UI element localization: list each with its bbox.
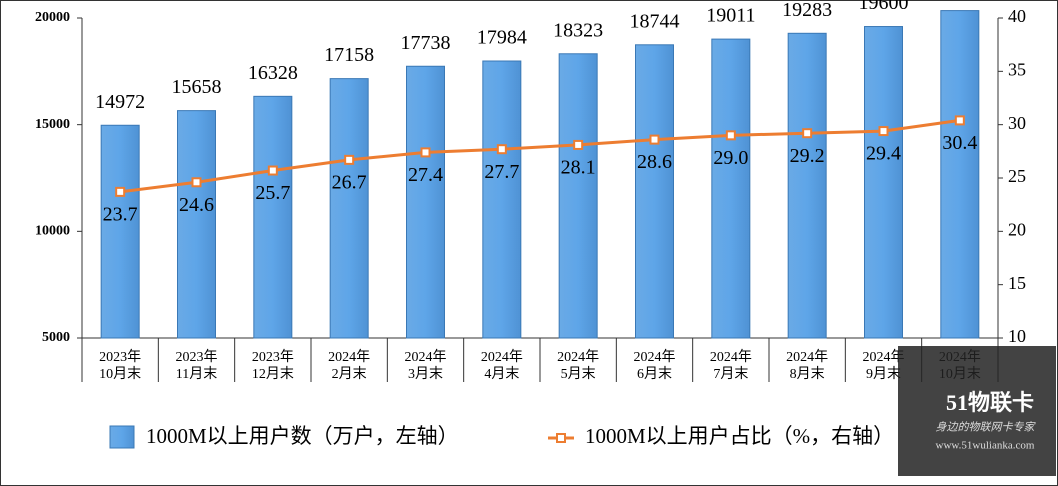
bar-value-label: 19283 <box>782 0 832 21</box>
bar <box>482 60 522 339</box>
y2-tick-label: 30 <box>1008 113 1026 133</box>
bar <box>787 32 827 339</box>
x-tick-label: 2月末 <box>332 366 367 382</box>
x-tick-label: 2024年 <box>634 349 676 365</box>
bar <box>864 26 903 339</box>
line-value-label: 29.2 <box>790 145 825 167</box>
line-value-label: 24.6 <box>179 194 214 216</box>
y-tick-label: 10000 <box>35 224 70 239</box>
bar <box>635 44 674 339</box>
x-tick-label: 5月末 <box>561 366 596 382</box>
line-marker <box>344 154 355 165</box>
y2-tick-label: 25 <box>1008 166 1026 186</box>
bar <box>329 78 369 339</box>
line-value-label: 27.7 <box>484 161 519 183</box>
x-tick-label: 8月末 <box>790 366 825 382</box>
x-tick-label: 2024年 <box>710 349 752 365</box>
bar-value-label: 18323 <box>553 19 603 41</box>
y-tick-label: 15000 <box>35 117 70 132</box>
bar <box>177 110 216 339</box>
line-value-label: 30.4 <box>942 132 977 154</box>
x-tick-label: 2024年 <box>405 349 447 365</box>
y2-tick-label: 20 <box>1008 219 1026 239</box>
line <box>119 118 961 194</box>
line-value-label: 27.4 <box>408 164 443 186</box>
line-marker <box>725 130 736 141</box>
bar-value-label: 18744 <box>630 10 680 32</box>
line-marker <box>802 128 813 139</box>
y2-tick-label: 10 <box>1008 326 1026 346</box>
watermark-slogan: 身边的物联网卡专家 <box>936 421 1037 434</box>
line-value-label: 28.6 <box>637 151 672 173</box>
legend-label: 1000M以上用户数（万户，左轴） <box>146 424 459 448</box>
bar <box>558 53 598 339</box>
line-value-label: 23.7 <box>103 203 138 225</box>
x-tick-label: 2024年 <box>786 349 828 365</box>
legend-swatch <box>109 425 135 449</box>
line-value-label: 26.7 <box>332 171 367 193</box>
x-tick-label: 2024年 <box>557 349 599 365</box>
legend-swatch <box>556 433 566 443</box>
bar <box>100 124 140 339</box>
watermark-box <box>898 346 1056 476</box>
x-tick-label: 6月末 <box>637 366 672 382</box>
line-value-label: 25.7 <box>255 182 290 204</box>
x-tick-label: 7月末 <box>713 366 748 382</box>
x-tick-label: 12月末 <box>252 366 294 382</box>
bar-value-label: 14972 <box>95 91 145 113</box>
x-tick-label: 2024年 <box>481 349 523 365</box>
line-marker <box>649 134 660 145</box>
watermark-url: www.51wulianka.com <box>936 440 1035 452</box>
x-tick-label: 2023年 <box>176 349 218 365</box>
line-value-label: 29.0 <box>713 147 748 169</box>
x-tick-label: 9月末 <box>866 366 901 382</box>
bar-value-label: 17158 <box>324 44 374 66</box>
line-marker <box>267 165 278 176</box>
x-tick-label: 4月末 <box>484 366 519 382</box>
bar-value-label: 19600 <box>859 0 909 14</box>
bar <box>406 65 445 339</box>
y2-tick-label: 15 <box>1008 273 1026 293</box>
x-tick-label: 11月末 <box>176 366 217 382</box>
x-tick-label: 2023年 <box>99 349 141 365</box>
watermark: 51物联卡 身边的物联网卡专家 www.51wulianka.com <box>898 346 1056 476</box>
x-tick-label: 2023年 <box>252 349 294 365</box>
line-marker <box>420 147 431 158</box>
bar <box>940 10 980 339</box>
x-tick-label: 10月末 <box>99 366 141 382</box>
line-marker <box>496 144 507 155</box>
y-tick-label: 5000 <box>42 330 70 345</box>
x-tick-label: 2024年 <box>863 349 905 365</box>
line-marker <box>191 177 202 188</box>
bar-value-label: 17738 <box>401 32 451 54</box>
bar-value-label: 16328 <box>248 62 298 84</box>
line-marker <box>573 139 584 150</box>
bar <box>253 95 293 339</box>
line-value-label: 28.1 <box>561 157 596 179</box>
bar <box>711 38 751 339</box>
line-value-label: 29.4 <box>866 143 901 165</box>
line-marker <box>115 186 126 197</box>
y2-tick-label: 40 <box>1008 6 1026 26</box>
x-tick-label: 2024年 <box>328 349 370 365</box>
watermark-logo: 51物联卡 <box>946 390 1034 415</box>
line-marker <box>878 126 889 137</box>
y2-tick-label: 35 <box>1008 59 1026 79</box>
line-marker <box>954 115 965 126</box>
bar-value-label: 15658 <box>172 76 222 98</box>
bar-value-label: 17984 <box>477 27 527 49</box>
bar-value-label: 19011 <box>706 5 755 27</box>
x-tick-label: 3月末 <box>408 366 443 382</box>
legend-label: 1000M以上用户占比（%，右轴） <box>585 424 894 448</box>
y-tick-label: 20000 <box>35 10 70 25</box>
